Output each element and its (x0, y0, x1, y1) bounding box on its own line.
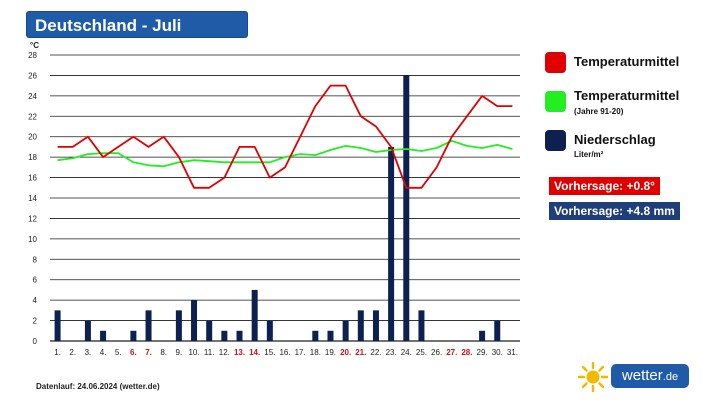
x-tick-label: 26. (431, 348, 442, 357)
precipitation-bar (312, 330, 319, 341)
x-tick-label: 19. (325, 348, 336, 357)
series-line (57, 139, 513, 168)
y-tick-label: 4 (33, 296, 38, 305)
y-tick-label: 24 (28, 92, 37, 101)
x-tick-label: 16. (279, 348, 290, 357)
x-tick-label: 13. (234, 348, 245, 357)
precipitation-bar (84, 320, 91, 341)
y-tick-label: 18 (28, 153, 37, 162)
logo-tld: .de (662, 371, 679, 383)
y-tick-label: 16 (28, 174, 37, 183)
x-tick-label: 1. (54, 348, 61, 357)
legend-swatch-temperature-normal (545, 91, 566, 112)
precipitation-bar (130, 330, 137, 341)
y-tick-label: 10 (28, 235, 37, 244)
y-tick-label: 8 (33, 255, 38, 264)
x-tick-label: 20. (340, 348, 351, 357)
logo-name: wetter (621, 367, 663, 384)
precipitation-bar (494, 320, 501, 341)
precipitation-bar (479, 330, 486, 341)
forecast-temperature-badge: Vorhersage: +0.8° (549, 177, 660, 195)
x-tick-label: 8. (160, 348, 167, 357)
precipitation-bar (418, 310, 425, 341)
precipitation-bar (372, 310, 379, 341)
x-tick-label: 2. (69, 348, 76, 357)
x-tick-label: 17. (295, 348, 306, 357)
y-tick-label: 6 (33, 276, 38, 285)
y-tick-label: 26 (28, 71, 37, 80)
precipitation-bar (388, 146, 395, 341)
legend-label-temperature-normal: Temperaturmittel (574, 88, 680, 103)
x-tick-label: 22. (370, 348, 381, 357)
y-axis-label: °C (30, 41, 39, 50)
legend-label-temperature: Temperaturmittel (574, 54, 680, 69)
precipitation-bar (342, 320, 349, 341)
x-tick-label: 25. (416, 348, 427, 357)
wetter-de-logo[interactable]: wetter.de (611, 364, 689, 388)
x-tick-label: 27. (446, 348, 457, 357)
legend-swatch-temperature (545, 52, 566, 73)
x-tick-label: 4. (100, 348, 107, 357)
legend-sub-temperature-normal: (Jahre 91-20) (574, 107, 624, 116)
y-tick-label: 28 (28, 51, 37, 60)
x-tick-label: 23. (386, 348, 397, 357)
legend-swatch-precipitation (545, 130, 566, 151)
precipitation-bar (206, 320, 213, 341)
precipitation-bar (266, 320, 273, 341)
x-tick-label: 5. (115, 348, 122, 357)
precipitation-bar (221, 330, 228, 341)
x-tick-label: 18. (310, 348, 321, 357)
precipitation-bar (236, 330, 243, 341)
series-line (57, 84, 513, 189)
forecast-precipitation-badge: Vorhersage: +4.8 mm (549, 202, 680, 220)
x-tick-label: 31. (507, 348, 518, 357)
x-tick-label: 12. (219, 348, 230, 357)
x-tick-label: 11. (204, 348, 215, 357)
precipitation-bar (54, 310, 61, 341)
precipitation-bar (175, 310, 182, 341)
precipitation-bar (403, 75, 410, 341)
legend-label-precipitation: Niederschlag (574, 132, 656, 147)
data-run-footer: Datenlauf: 24.06.2024 (wetter.de) (36, 382, 160, 391)
x-tick-label: 3. (85, 348, 92, 357)
x-tick-label: 15. (264, 348, 275, 357)
x-tick-label: 7. (145, 348, 152, 357)
precipitation-bar (327, 330, 334, 341)
y-tick-label: 20 (28, 133, 37, 142)
x-tick-label: 24. (401, 348, 412, 357)
y-tick-label: 0 (33, 337, 38, 346)
precipitation-bar (100, 330, 107, 341)
y-tick-label: 12 (28, 214, 37, 223)
sun-icon (578, 362, 608, 392)
x-tick-label: 14. (249, 348, 260, 357)
precipitation-bar (357, 310, 364, 341)
legend-sub-precipitation: Liter/m² (574, 150, 604, 159)
y-tick-label: 2 (33, 317, 38, 326)
x-tick-label: 6. (130, 348, 137, 357)
precipitation-bar (251, 289, 258, 341)
page-title: Deutschland - Juli (26, 11, 248, 38)
precipitation-bar (191, 300, 198, 341)
x-tick-label: 30. (492, 348, 503, 357)
x-tick-label: 21. (355, 348, 366, 357)
x-tick-label: 10. (188, 348, 199, 357)
precipitation-bar (145, 310, 152, 341)
x-tick-label: 28. (461, 348, 472, 357)
x-tick-label: 29. (477, 348, 488, 357)
y-tick-label: 14 (28, 194, 37, 203)
x-tick-label: 9. (176, 348, 183, 357)
y-tick-label: 22 (28, 112, 37, 121)
